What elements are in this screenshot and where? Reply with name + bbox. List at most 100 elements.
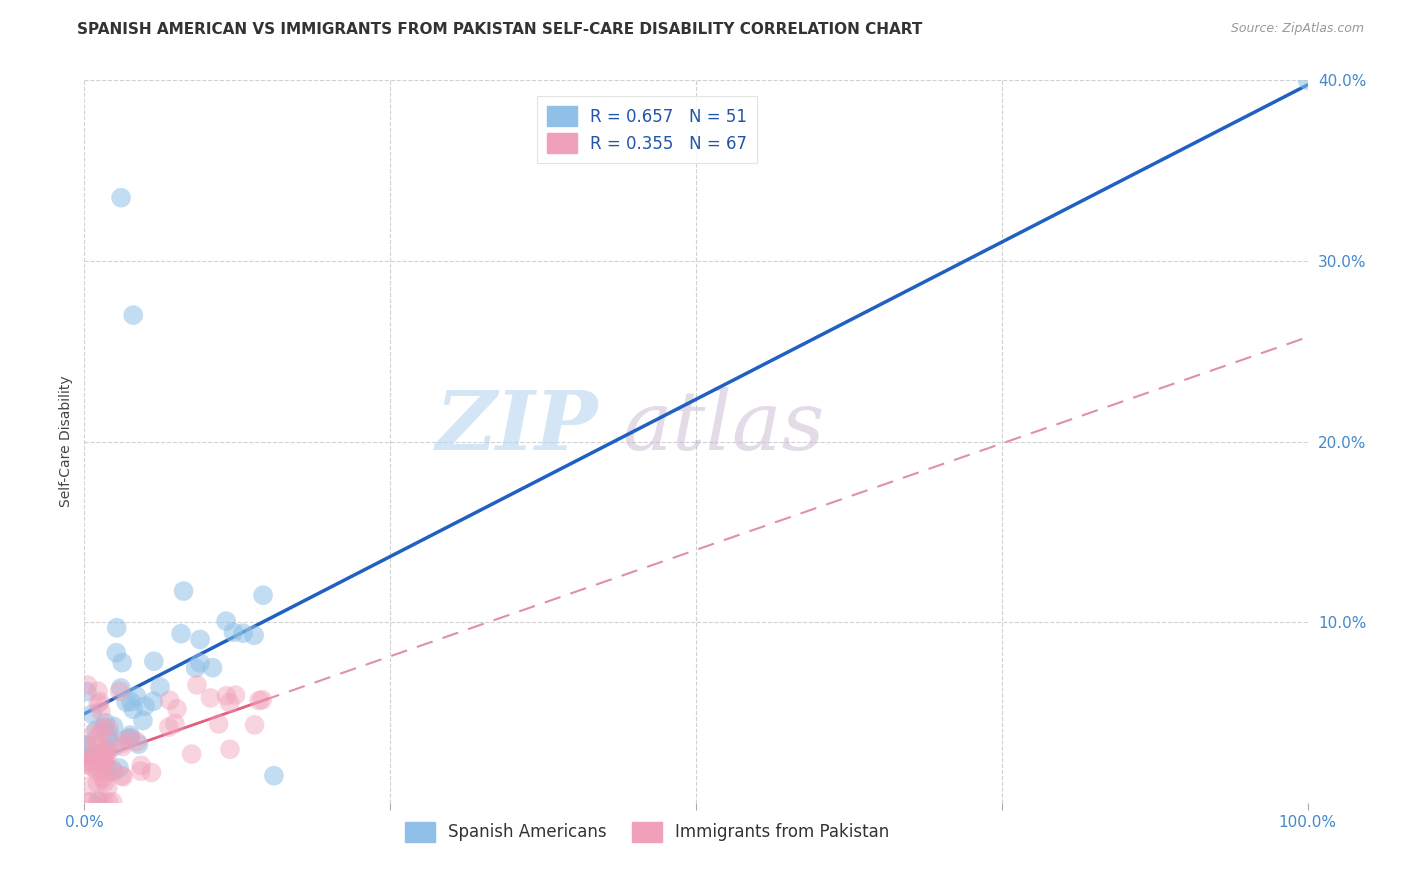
Point	[115, 695, 138, 709]
Point	[76, 684, 98, 698]
Point	[1296, 73, 1319, 87]
Point	[120, 695, 142, 709]
Point	[103, 719, 125, 733]
Point	[86, 776, 108, 790]
Point	[215, 689, 238, 703]
Point	[86, 764, 108, 778]
Point	[110, 681, 132, 695]
Point	[243, 628, 266, 642]
Point	[120, 731, 142, 745]
Point	[91, 757, 114, 772]
Point	[110, 191, 132, 205]
Point	[80, 759, 103, 773]
Point	[94, 759, 117, 773]
Point	[120, 728, 142, 742]
Point	[112, 770, 135, 784]
Point	[200, 691, 222, 706]
Point	[180, 747, 202, 761]
Point	[82, 726, 104, 740]
Point	[96, 749, 118, 764]
Point	[208, 717, 231, 731]
Point	[243, 718, 266, 732]
Point	[142, 654, 165, 668]
Point	[94, 756, 117, 771]
Point	[201, 661, 224, 675]
Point	[184, 661, 207, 675]
Point	[122, 702, 145, 716]
Point	[125, 734, 148, 748]
Point	[87, 697, 110, 711]
Point	[111, 769, 134, 783]
Point	[97, 795, 120, 809]
Point	[141, 765, 163, 780]
Point	[215, 614, 238, 628]
Point	[91, 772, 114, 786]
Point	[84, 723, 107, 738]
Point	[134, 699, 156, 714]
Point	[97, 727, 120, 741]
Point	[157, 720, 180, 734]
Point	[97, 741, 120, 756]
Point	[80, 760, 103, 774]
Point	[77, 795, 100, 809]
Point	[87, 684, 110, 698]
Text: SPANISH AMERICAN VS IMMIGRANTS FROM PAKISTAN SELF-CARE DISABILITY CORRELATION CH: SPANISH AMERICAN VS IMMIGRANTS FROM PAKI…	[77, 22, 922, 37]
Point	[129, 764, 152, 778]
Point	[222, 625, 245, 640]
Point	[118, 731, 141, 746]
Point	[101, 763, 124, 777]
Point	[105, 646, 128, 660]
Point	[149, 680, 172, 694]
Point	[250, 693, 273, 707]
Point	[122, 308, 145, 322]
Text: Source: ZipAtlas.com: Source: ZipAtlas.com	[1230, 22, 1364, 36]
Point	[115, 732, 138, 747]
Point	[125, 690, 148, 704]
Point	[82, 750, 104, 764]
Point	[104, 739, 127, 754]
Point	[173, 584, 195, 599]
Point	[90, 705, 112, 719]
Point	[103, 764, 125, 779]
Point	[93, 795, 115, 809]
Point	[94, 749, 117, 764]
Point	[79, 795, 101, 809]
Point	[86, 738, 108, 752]
Point	[79, 756, 101, 771]
Point	[232, 626, 254, 640]
Point	[91, 743, 114, 757]
Point	[129, 758, 152, 772]
Point	[98, 721, 121, 735]
Point	[105, 621, 128, 635]
Point	[80, 756, 103, 770]
Point	[166, 702, 188, 716]
Point	[89, 795, 111, 809]
Point	[111, 656, 134, 670]
Point	[218, 696, 240, 710]
Point	[252, 588, 274, 602]
Point	[188, 632, 211, 647]
Point	[163, 716, 186, 731]
Y-axis label: Self-Care Disability: Self-Care Disability	[59, 376, 73, 508]
Point	[93, 720, 115, 734]
Point	[247, 693, 270, 707]
Point	[101, 795, 124, 809]
Point	[97, 780, 120, 795]
Point	[159, 693, 181, 707]
Point	[93, 722, 115, 736]
Point	[170, 626, 193, 640]
Point	[111, 736, 134, 750]
Point	[132, 714, 155, 728]
Point	[94, 746, 117, 760]
Point	[86, 731, 108, 745]
Point	[93, 747, 115, 761]
Point	[89, 694, 111, 708]
Point	[83, 747, 105, 762]
Point	[94, 715, 117, 730]
Point	[76, 739, 98, 754]
Point	[94, 743, 117, 757]
Point	[90, 763, 112, 777]
Point	[94, 765, 117, 780]
Text: atlas: atlas	[623, 387, 825, 467]
Point	[219, 742, 242, 756]
